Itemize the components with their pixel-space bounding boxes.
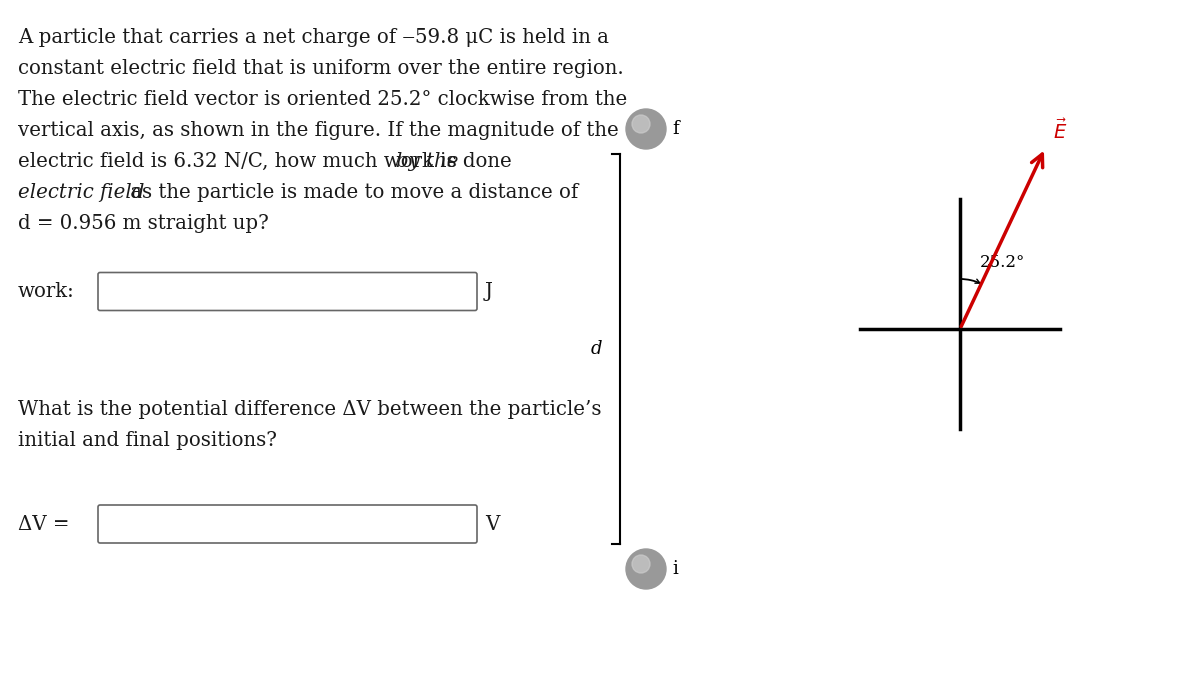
- Text: V: V: [485, 514, 499, 533]
- Text: electric field: electric field: [18, 183, 144, 202]
- Text: J: J: [485, 282, 493, 301]
- FancyBboxPatch shape: [98, 273, 478, 310]
- Text: What is the potential difference ΔV between the particle’s: What is the potential difference ΔV betw…: [18, 400, 601, 419]
- Text: electric field is 6.32 N/C, how much work is done by the: electric field is 6.32 N/C, how much wor…: [18, 152, 581, 171]
- Text: as the particle is made to move a distance of: as the particle is made to move a distan…: [124, 183, 578, 202]
- Text: i: i: [672, 560, 678, 578]
- Circle shape: [632, 555, 650, 573]
- Text: f: f: [672, 120, 679, 138]
- Circle shape: [632, 115, 650, 133]
- FancyBboxPatch shape: [98, 505, 478, 543]
- Circle shape: [626, 109, 666, 149]
- Text: d = 0.956 m straight up?: d = 0.956 m straight up?: [18, 214, 269, 233]
- Text: work:: work:: [18, 282, 74, 301]
- Text: vertical axis, as shown in the figure. If the magnitude of the: vertical axis, as shown in the figure. I…: [18, 121, 619, 140]
- Circle shape: [626, 549, 666, 589]
- Text: A particle that carries a net charge of ‒59.8 μC is held in a: A particle that carries a net charge of …: [18, 28, 608, 47]
- Text: ΔV =: ΔV =: [18, 514, 70, 533]
- Text: constant electric field that is uniform over the entire region.: constant electric field that is uniform …: [18, 59, 624, 78]
- Text: $\vec{E}$: $\vec{E}$: [1054, 119, 1068, 143]
- Text: initial and final positions?: initial and final positions?: [18, 431, 277, 450]
- Text: electric field is 6.32 N/C, how much work is done: electric field is 6.32 N/C, how much wor…: [18, 152, 518, 171]
- Text: The electric field vector is oriented 25.2° clockwise from the: The electric field vector is oriented 25…: [18, 90, 628, 109]
- Text: d: d: [590, 340, 602, 358]
- Text: by the: by the: [396, 152, 458, 171]
- Text: 25.2°: 25.2°: [980, 254, 1025, 271]
